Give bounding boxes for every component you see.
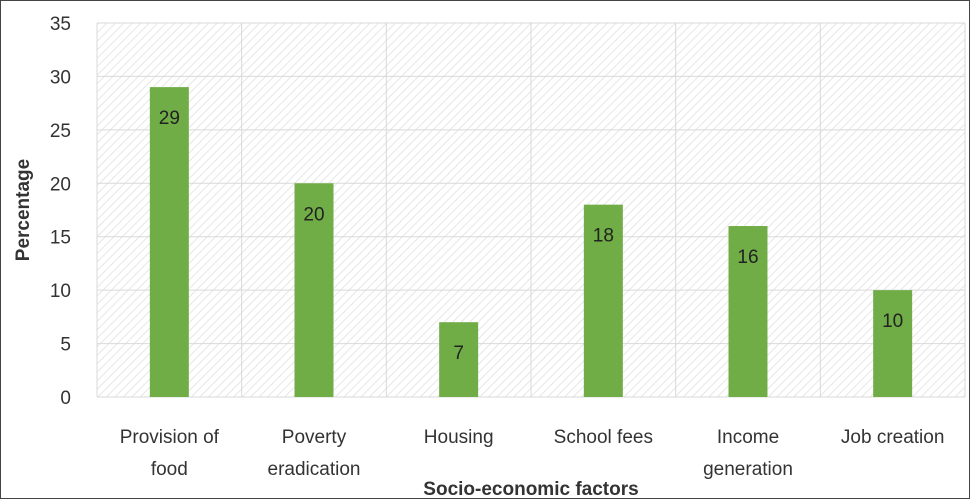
y-axis-title: Percentage	[13, 159, 34, 261]
x-axis-title: Socio-economic factors	[423, 479, 638, 498]
y-tick-label: 20	[50, 174, 71, 195]
gridlines	[96, 22, 966, 398]
x-category-label: Income generation	[703, 427, 793, 480]
y-axis-ticks: 0 5 10 15 20 25 30 35	[50, 14, 71, 409]
bars	[149, 87, 913, 397]
bar	[873, 290, 913, 397]
data-label: 7	[453, 343, 464, 364]
bar	[149, 87, 189, 397]
data-labels: 29 20 7 18 16 10	[159, 108, 903, 364]
y-tick-label: 0	[60, 388, 71, 409]
y-tick-label: 30	[50, 67, 71, 88]
bar	[294, 183, 334, 397]
y-tick-label: 15	[50, 228, 71, 249]
bar	[728, 226, 768, 397]
data-label: 10	[882, 311, 903, 332]
y-tick-label: 10	[50, 281, 71, 302]
data-label: 18	[593, 226, 614, 247]
x-category-label: Provision of food	[120, 427, 220, 480]
y-tick-label: 35	[50, 14, 71, 35]
x-axis-categories: Provision of food Poverty eradication Housin…	[120, 427, 945, 480]
data-label: 20	[303, 204, 324, 225]
data-label: 29	[159, 108, 180, 129]
data-label: 16	[737, 247, 758, 268]
bar	[583, 204, 623, 397]
bar	[439, 322, 479, 397]
x-category-label: Job creation	[841, 427, 945, 448]
x-category-label: Housing	[424, 427, 494, 448]
y-tick-label: 5	[60, 335, 71, 356]
x-category-label: Poverty eradication	[268, 427, 361, 480]
x-category-label: School fees	[554, 427, 653, 448]
y-tick-label: 25	[50, 121, 71, 142]
